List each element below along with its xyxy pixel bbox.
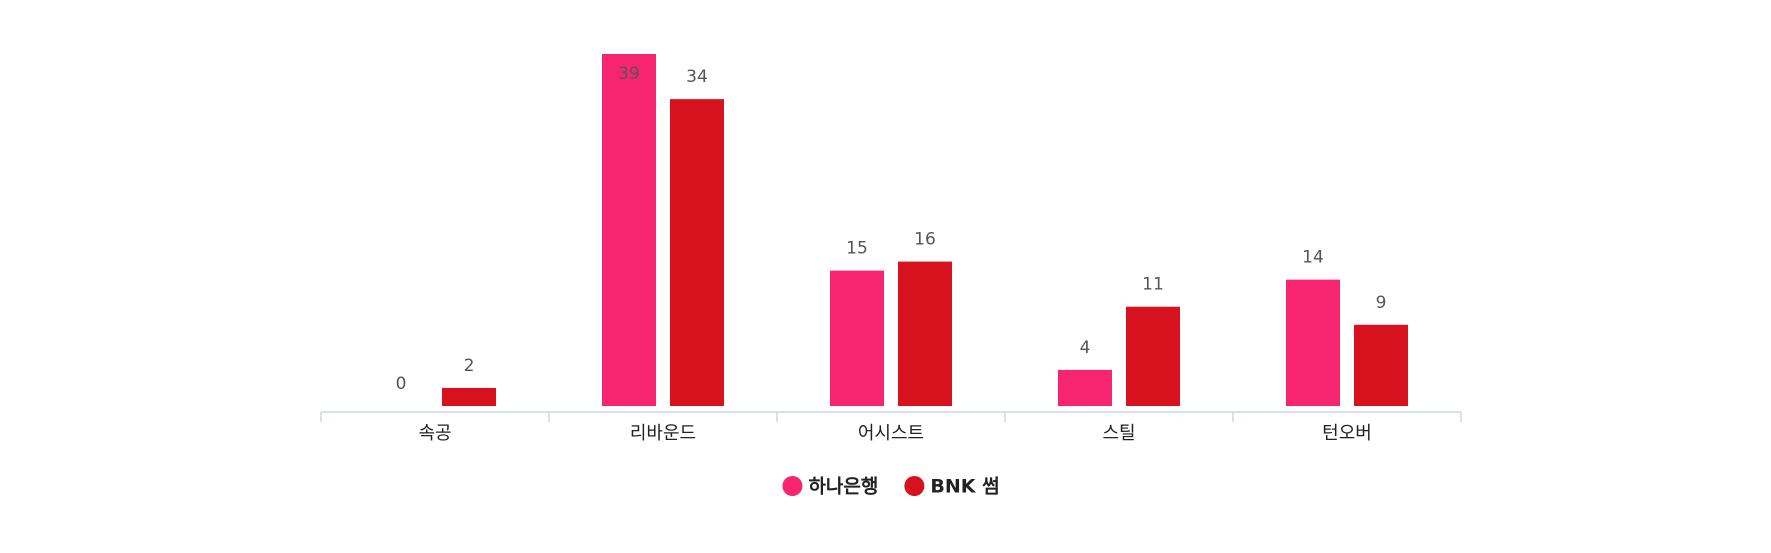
value-label: 2 (464, 356, 475, 376)
bar (830, 270, 884, 406)
legend-label: 하나은행 (808, 476, 878, 498)
value-label: 9 (1376, 293, 1387, 313)
bar (602, 54, 656, 406)
value-label: 34 (686, 67, 708, 87)
bar (1286, 279, 1340, 406)
bar (1126, 306, 1180, 406)
x-tick-label: 리바운드 (630, 423, 696, 444)
x-tick-label: 속공 (418, 423, 451, 444)
bar (898, 261, 952, 406)
legend: 하나은행 BNK 썸 (782, 476, 1000, 498)
x-tick-label: 스틸 (1102, 423, 1135, 444)
value-label: 11 (1142, 275, 1164, 295)
bar (670, 99, 724, 406)
value-label: 14 (1302, 248, 1324, 268)
legend-label: BNK 썸 (930, 476, 999, 498)
value-label: 16 (914, 230, 936, 250)
bar (1058, 369, 1112, 406)
bar (442, 387, 496, 406)
x-tick-label: 어시스트 (858, 423, 924, 444)
legend-marker (782, 476, 803, 496)
value-label: 0 (396, 374, 407, 394)
value-label: 39 (618, 64, 640, 84)
legend-marker (904, 476, 925, 496)
value-label: 4 (1080, 338, 1091, 358)
x-tick-label: 턴오버 (1322, 423, 1372, 444)
bar (1354, 324, 1408, 406)
value-label: 15 (846, 239, 868, 259)
